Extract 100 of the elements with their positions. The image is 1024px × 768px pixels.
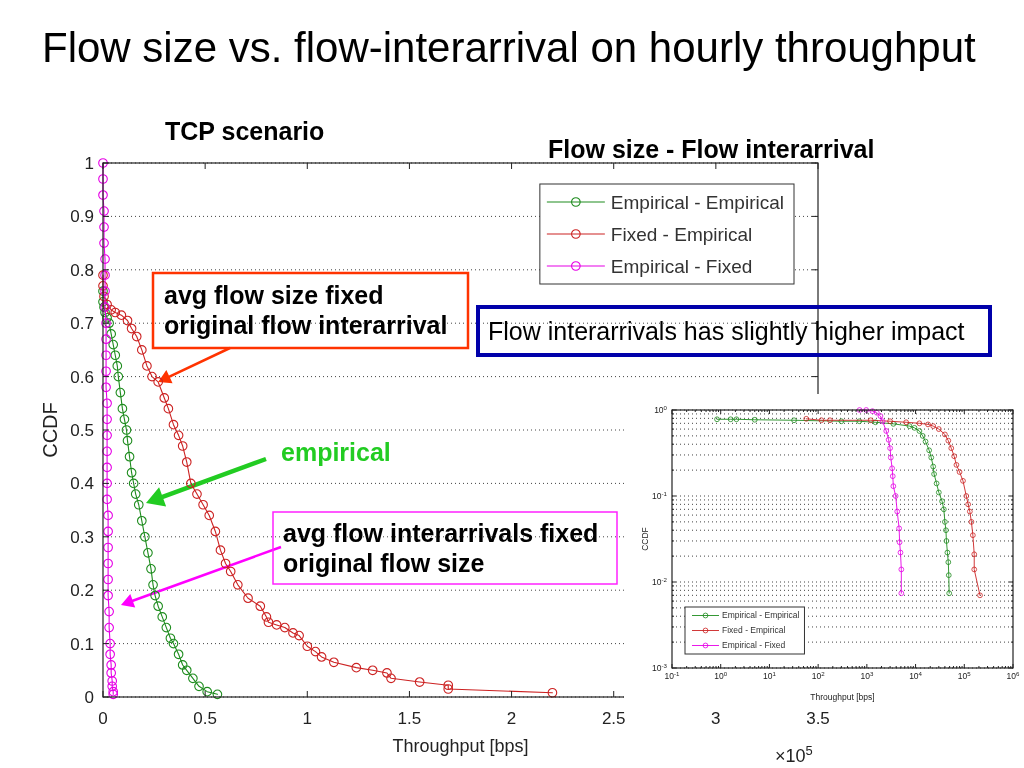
- point: [126, 323, 137, 334]
- point: [121, 425, 132, 435]
- point: [122, 435, 133, 446]
- point: [122, 315, 133, 326]
- point: [117, 403, 128, 414]
- point: [116, 310, 127, 321]
- legend-label: Fixed - Empirical: [722, 625, 786, 636]
- point: [261, 612, 272, 622]
- point: [147, 371, 157, 382]
- point: [106, 329, 117, 339]
- point: [142, 361, 152, 371]
- x-tick-label: 10$^{4}$: [909, 669, 923, 681]
- point: [177, 441, 188, 451]
- point: [103, 542, 113, 553]
- point: [102, 414, 112, 425]
- point: [106, 668, 117, 678]
- y-tick-label: 0.1: [70, 634, 94, 654]
- point: [143, 547, 153, 558]
- point: [263, 617, 274, 628]
- point: [98, 174, 108, 184]
- annotation: avg flow interarrivals fixed original flow size: [283, 519, 599, 577]
- point: [98, 297, 108, 307]
- point: [115, 387, 126, 398]
- chart-subtitle: TCP scenario: [165, 117, 325, 145]
- x-tick-label: 0: [98, 709, 108, 728]
- point: [168, 419, 179, 430]
- point: [302, 641, 313, 652]
- point: [204, 510, 215, 521]
- point: [547, 687, 558, 698]
- point: [159, 393, 170, 403]
- point: [163, 403, 174, 414]
- point: [168, 638, 179, 649]
- point: [103, 574, 113, 585]
- point: [243, 593, 253, 604]
- point: [99, 238, 109, 248]
- point: [101, 366, 111, 377]
- x-tick-label: 3: [711, 709, 721, 728]
- point: [194, 681, 204, 692]
- y-tick-label: 0.8: [70, 260, 94, 280]
- point: [367, 665, 378, 676]
- x-tick-label: 1: [302, 709, 313, 728]
- point: [140, 531, 150, 542]
- y-tick-label: 0.7: [70, 314, 94, 334]
- annotation: Flow size - Flow interarrival: [548, 135, 875, 163]
- point: [153, 601, 164, 612]
- point: [107, 676, 118, 686]
- legend-label: Empirical - Fixed: [722, 640, 786, 651]
- point: [101, 334, 111, 345]
- point: [146, 564, 156, 574]
- point: [148, 580, 158, 590]
- point: [198, 499, 208, 510]
- point: [220, 558, 231, 569]
- point: [382, 668, 392, 678]
- y-tick-label: 10$^{-1}$: [652, 489, 668, 501]
- point: [136, 515, 147, 526]
- point: [351, 662, 362, 673]
- point: [102, 494, 112, 505]
- point: [202, 686, 213, 697]
- point: [100, 307, 110, 318]
- point: [177, 660, 188, 670]
- y-tick-label: 0.4: [70, 474, 94, 494]
- point: [386, 673, 396, 684]
- point: [102, 462, 112, 473]
- point: [99, 291, 109, 302]
- x-tick-label: 10$^{5}$: [957, 669, 972, 681]
- point: [225, 566, 236, 577]
- point: [124, 451, 135, 462]
- point: [101, 350, 111, 361]
- point: [188, 673, 198, 684]
- x-tick-label: 10$^{6}$: [1006, 669, 1021, 681]
- point: [157, 612, 168, 622]
- text: ×10$^{5}$: [775, 742, 813, 766]
- point: [110, 307, 121, 318]
- y-tick-label: 0: [84, 687, 94, 707]
- point: [98, 190, 108, 200]
- point: [108, 339, 119, 350]
- x-tick-label: 3.5: [806, 709, 830, 728]
- point: [102, 430, 112, 441]
- legend-label: Empirical - Empirical: [610, 191, 784, 213]
- point: [133, 499, 144, 510]
- point: [102, 313, 112, 323]
- x-axis-title: Throughput [bps]: [392, 736, 529, 756]
- point: [105, 649, 115, 660]
- point: [102, 478, 112, 489]
- x-tick-label: 0.5: [193, 709, 217, 728]
- y-tick-label: 0.9: [70, 207, 94, 227]
- x-axis-title: Throughput [bps]: [810, 692, 875, 702]
- point: [100, 254, 110, 264]
- point: [98, 280, 108, 291]
- point: [103, 510, 113, 521]
- point: [119, 414, 130, 425]
- point: [113, 371, 124, 382]
- x-tick-label: 10$^{1}$: [762, 669, 777, 681]
- point: [294, 630, 304, 641]
- point: [173, 430, 184, 441]
- point: [443, 680, 454, 691]
- annotation: avg flow size fixed original flow interarrival: [164, 281, 448, 339]
- point: [126, 467, 137, 478]
- point: [104, 622, 114, 633]
- point: [101, 382, 111, 393]
